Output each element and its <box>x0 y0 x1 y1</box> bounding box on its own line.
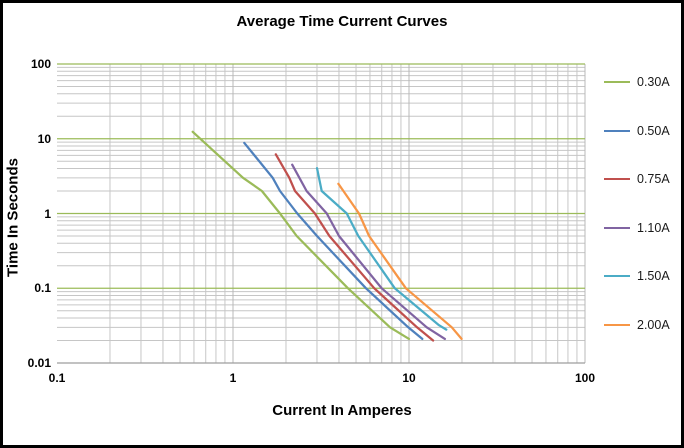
legend-item-2.00A: 2.00A <box>604 301 681 350</box>
y-tick-label: 0.1 <box>34 281 51 296</box>
y-tick-label: 0.01 <box>27 356 51 370</box>
legend-label: 1.50A <box>637 269 670 284</box>
plot-area <box>57 63 586 364</box>
legend-label: 0.30A <box>637 75 670 90</box>
legend-label: 2.00A <box>637 317 670 332</box>
legend-line-swatch <box>604 323 630 326</box>
legend-label: 0.50A <box>637 123 670 138</box>
legend-item-1.10A: 1.10A <box>604 204 681 253</box>
series-curve-2.00A <box>337 182 463 341</box>
legend-line-swatch <box>604 178 630 181</box>
y-tick-label: 1 <box>44 206 51 221</box>
series-curve-0.75A <box>274 153 435 342</box>
legend-line-swatch <box>604 81 630 84</box>
legend-line-swatch <box>604 226 630 229</box>
legend-item-0.75A: 0.75A <box>604 155 681 204</box>
y-tick-label: 10 <box>37 131 51 146</box>
legend-item-0.50A: 0.50A <box>604 107 681 156</box>
legend: 0.30A 0.50A 0.75A 1.10A 1.50A 2.00A <box>604 58 681 350</box>
series-curve-0.30A <box>191 130 411 341</box>
x-tick-label: 10 <box>402 371 416 385</box>
legend-line-swatch <box>604 129 630 132</box>
x-tick-label: 0.1 <box>48 371 66 385</box>
series-curve-0.50A <box>243 141 424 341</box>
legend-item-0.30A: 0.30A <box>604 58 681 107</box>
x-axis-title: Current In Amperes <box>272 402 412 419</box>
y-tick-label: 100 <box>30 57 51 71</box>
x-tick-label: 1 <box>229 371 237 385</box>
legend-label: 0.75A <box>637 172 670 187</box>
chart-title: Average Time Current Curves <box>236 13 448 30</box>
series-curve-1.10A <box>291 163 447 341</box>
legend-line-swatch <box>604 275 630 278</box>
legend-label: 1.10A <box>637 220 670 235</box>
legend-item-1.50A: 1.50A <box>604 252 681 301</box>
series-curve-1.50A <box>315 166 448 331</box>
x-tick-label: 100 <box>574 371 596 385</box>
